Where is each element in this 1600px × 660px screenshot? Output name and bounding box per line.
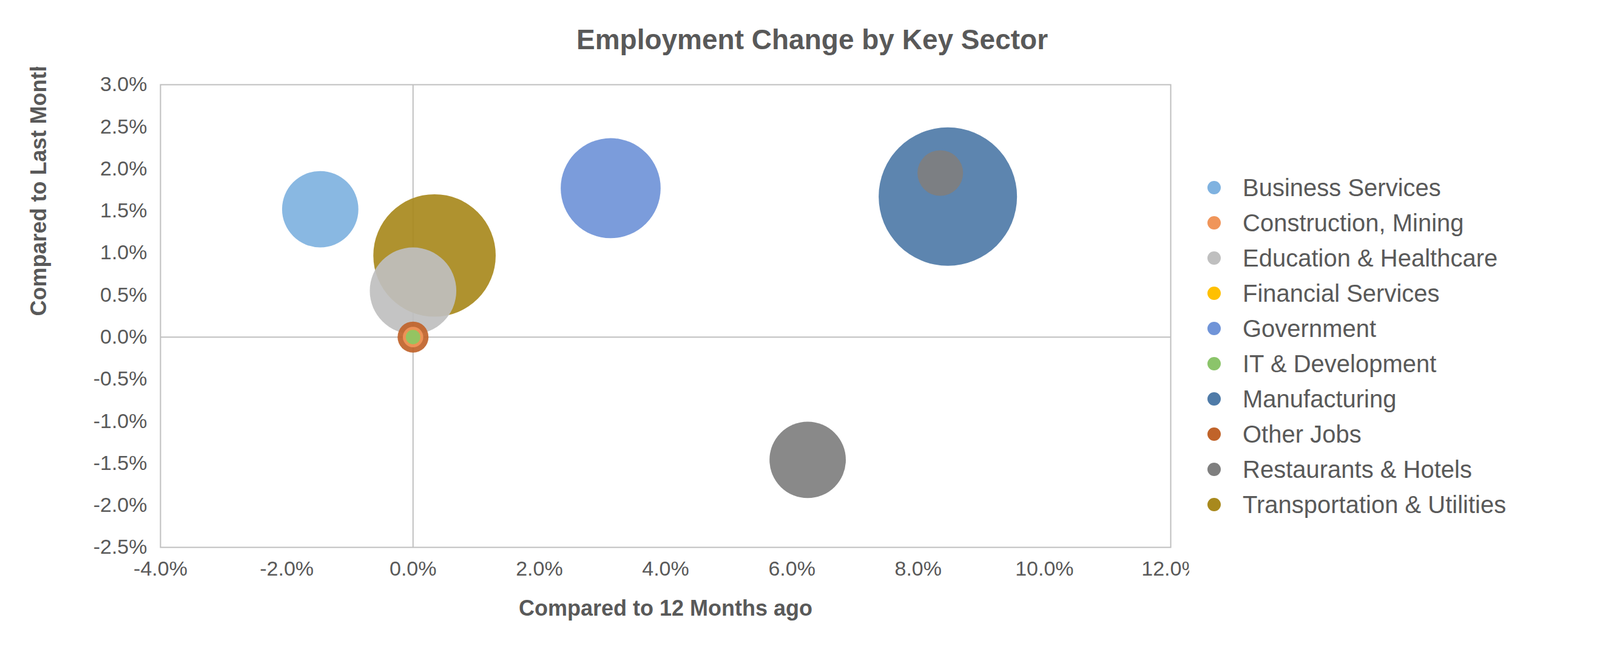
- svg-text:1.0%: 1.0%: [100, 240, 148, 264]
- html-text:Restaurants & Hotels: Restaurants & Hotels: [1242, 455, 1472, 483]
- svg-text:12.0%: 12.0%: [1141, 556, 1190, 580]
- svg-text:4.0%: 4.0%: [641, 556, 690, 580]
- svg-text:-1.0%: -1.0%: [93, 408, 148, 433]
- html-text:IT & Development: IT & Development: [1242, 349, 1437, 377]
- html-text:Government: Government: [1242, 314, 1377, 342]
- html-text:Transportation & Utilities: Transportation & Utilities: [1242, 490, 1507, 518]
- svg-text:2.5%: 2.5%: [100, 114, 148, 138]
- svg-text:1.5%: 1.5%: [100, 198, 148, 222]
- svg-text:2.0%: 2.0%: [515, 556, 564, 580]
- svg-text:-0.5%: -0.5%: [93, 366, 148, 390]
- svg-text:0.0%: 0.0%: [100, 324, 148, 348]
- svg-text:-2.0%: -2.0%: [259, 556, 314, 580]
- html-text:Employment Change by Key Secto: Employment Change by Key Sector: [576, 23, 1048, 56]
- html-text:Other Jobs: Other Jobs: [1242, 420, 1362, 447]
- html-text:Education & Healthcare: Education & Healthcare: [1242, 244, 1498, 271]
- svg-text:0.0%: 0.0%: [389, 556, 437, 580]
- html-text:Financial Services: Financial Services: [1242, 279, 1440, 307]
- svg-text:0.5%: 0.5%: [100, 282, 148, 306]
- svg-text:8.0%: 8.0%: [894, 556, 943, 580]
- svg-text:-4.0%: -4.0%: [133, 556, 188, 580]
- svg-text:10.0%: 10.0%: [1015, 556, 1074, 580]
- svg-text:6.0%: 6.0%: [768, 556, 816, 580]
- svg-text:Compared to Last Month: Compared to Last Month: [26, 66, 51, 317]
- html-text:Construction, Mining: Construction, Mining: [1242, 209, 1464, 236]
- svg-text:-2.0%: -2.0%: [93, 492, 148, 516]
- svg-text:Compared to 12 Months ago: Compared to 12 Months ago: [518, 595, 813, 621]
- html-text:Business Services: Business Services: [1242, 173, 1441, 201]
- svg-text:-2.5%: -2.5%: [93, 534, 148, 558]
- html-text:Manufacturing: Manufacturing: [1242, 384, 1397, 412]
- svg-text:-1.5%: -1.5%: [93, 450, 148, 474]
- svg-text:3.0%: 3.0%: [100, 72, 148, 96]
- svg-text:2.0%: 2.0%: [100, 156, 148, 180]
